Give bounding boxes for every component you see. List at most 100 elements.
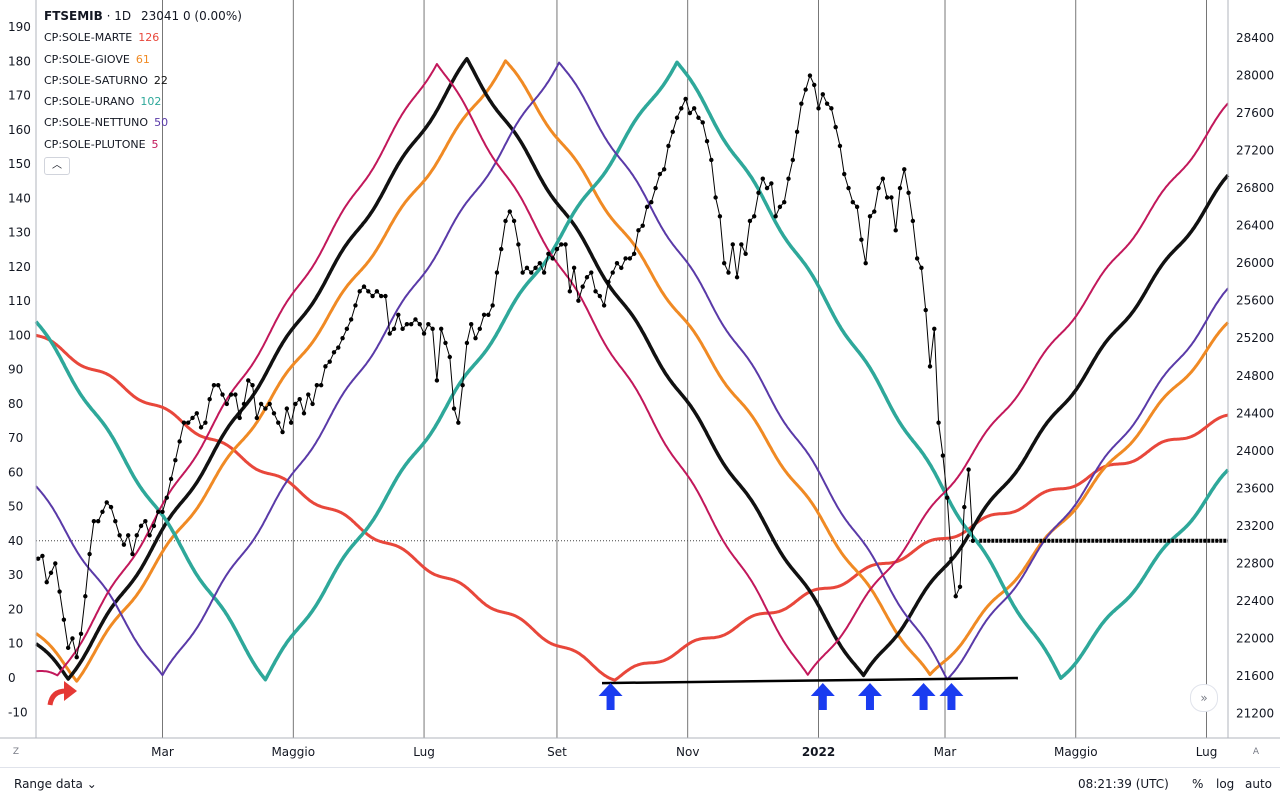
price-point [893, 228, 898, 233]
right-tick-label: 24400 [1236, 406, 1274, 420]
auto-toggle[interactable]: auto [1245, 777, 1273, 791]
price-point [923, 307, 928, 313]
x-tick-label: Maggio [1054, 745, 1098, 759]
price-point [181, 420, 187, 425]
price-point [70, 636, 75, 641]
legend-row[interactable]: CP:SOLE-NETTUNO 50 [44, 112, 242, 133]
left-tick-label: 130 [8, 226, 31, 240]
price-point [258, 401, 264, 407]
price-point [147, 533, 152, 538]
price-point [721, 260, 727, 266]
price-point [426, 321, 431, 327]
left-tick-label: 70 [8, 431, 23, 445]
legend-row[interactable]: CP:SOLE-GIOVE 61 [44, 49, 242, 70]
price-point [323, 364, 328, 369]
price-point [104, 500, 109, 505]
legend-row[interactable]: CP:SOLE-URANO 102 [44, 91, 242, 112]
price-point [726, 270, 731, 275]
legend-series-name: CP:SOLE-URANO [44, 95, 135, 109]
price-point [125, 533, 131, 538]
price-point [91, 518, 97, 524]
right-tick-label: 21600 [1236, 669, 1274, 683]
chevron-up-icon[interactable]: ︿ [44, 157, 70, 176]
price-point [850, 199, 856, 205]
price-point [95, 518, 101, 524]
symbol-name[interactable]: FTSEMIB [44, 9, 103, 23]
price-point [207, 397, 212, 402]
price-point [846, 185, 851, 191]
price-point [670, 129, 675, 135]
auto-scale-a-button[interactable]: A [1252, 747, 1260, 757]
legend-row[interactable]: CP:SOLE-PLUTONE 5 [44, 134, 242, 155]
price-point [228, 392, 234, 397]
interval-label[interactable]: 1D [114, 9, 132, 23]
price-point [764, 185, 770, 191]
price-point [687, 110, 693, 116]
x-tick-label: Mar [151, 745, 174, 759]
price-point [451, 406, 457, 411]
price-point [884, 195, 890, 200]
price-point [490, 303, 495, 308]
price-point [421, 331, 427, 336]
series-line-cp-sole-urano [34, 60, 1230, 682]
price-point [807, 73, 813, 78]
price-point [589, 270, 594, 275]
price-point [276, 420, 281, 425]
price-point [216, 382, 221, 388]
price-point [400, 326, 405, 332]
left-tick-label: 160 [8, 123, 31, 137]
price-point [674, 115, 680, 120]
price-point [336, 345, 341, 350]
percent-toggle[interactable]: % [1192, 777, 1204, 791]
range-data-button[interactable]: Range data ⌄ [14, 777, 97, 791]
price-point [469, 321, 474, 327]
log-toggle[interactable]: log [1216, 777, 1235, 791]
price-point [288, 420, 294, 425]
price-point [584, 275, 590, 280]
price-point [366, 289, 371, 294]
utc-clock[interactable]: 08:21:39 (UTC) [1078, 777, 1169, 791]
price-point [134, 533, 139, 538]
price-point [250, 382, 255, 388]
price-point [537, 260, 543, 266]
price-point [824, 101, 830, 106]
legend-title-row: FTSEMIB · 1D 23041 0 (0.00%) [44, 6, 242, 27]
chart-canvas[interactable]: Mar Maggio Lug Set Nov 2022 Mar Maggio Lug190180… [0, 0, 1280, 767]
scroll-to-realtime-icon[interactable]: » [1190, 684, 1218, 712]
price-point [769, 181, 774, 186]
timezone-z-button[interactable]: Z [12, 747, 20, 757]
price-point [520, 270, 525, 275]
price-point [413, 317, 418, 322]
price-point [306, 392, 311, 397]
price-point [683, 96, 688, 102]
price-point [640, 223, 645, 228]
price-point [949, 556, 954, 561]
price-point [57, 589, 62, 594]
price-point [211, 382, 217, 388]
price-point [297, 397, 302, 402]
price-point [756, 190, 761, 196]
price-point [160, 509, 165, 515]
right-tick-label: 28000 [1236, 69, 1274, 83]
price-point [657, 171, 663, 177]
right-tick-label: 22800 [1236, 556, 1274, 570]
right-tick-label: 22400 [1236, 594, 1274, 608]
price-point [194, 411, 199, 416]
price-point [666, 143, 671, 149]
price-point [108, 504, 114, 510]
price-point [610, 270, 615, 275]
price-point [353, 303, 358, 308]
range-data-label: Range data [14, 777, 83, 791]
right-tick-label: 25200 [1236, 331, 1274, 345]
price-point [48, 570, 54, 575]
price-point [438, 326, 444, 332]
price-point [679, 106, 684, 111]
left-tick-label: 30 [8, 568, 23, 582]
price-point [301, 411, 307, 416]
price-point [237, 415, 242, 421]
price-point [447, 354, 452, 360]
legend-row[interactable]: CP:SOLE-SATURNO 22 [44, 70, 242, 91]
legend-row[interactable]: CP:SOLE-MARTE 126 [44, 27, 242, 48]
price-point [370, 293, 375, 299]
x-tick-label: Nov [676, 745, 699, 759]
